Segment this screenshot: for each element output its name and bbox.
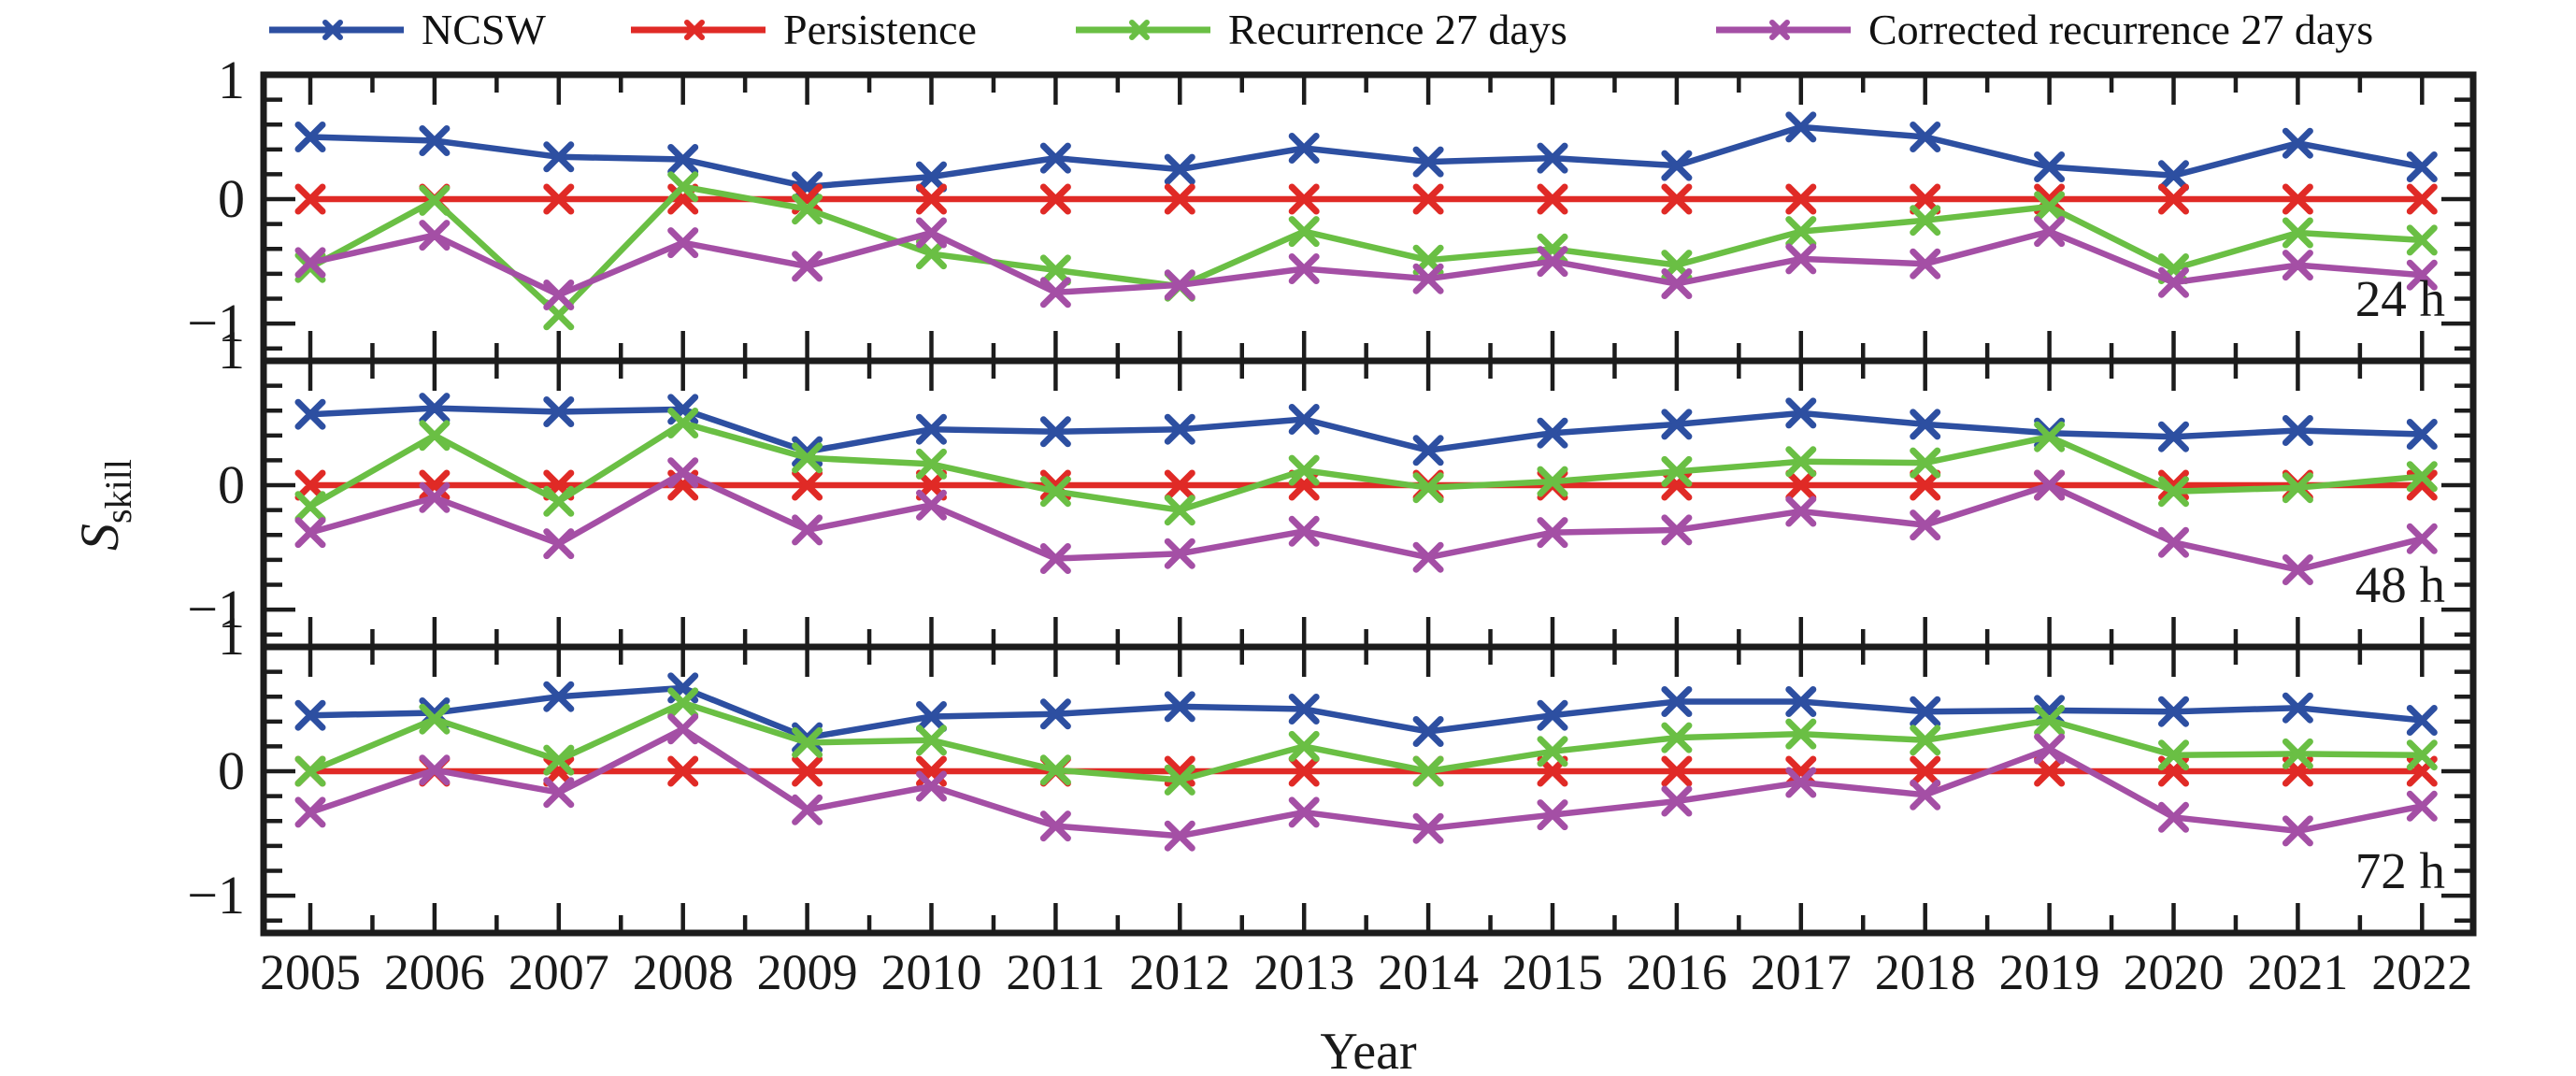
xaxis-title: Year	[1320, 1023, 1417, 1076]
legend-swatch-corrected-recurrence	[1716, 20, 1851, 40]
year-label-2012: 2012	[1129, 944, 1230, 1000]
legend-item-ncsw: NCSW	[266, 7, 546, 52]
series-line-recurrence-27-days	[308, 183, 2423, 319]
series-markers-recurrence-27-days	[294, 408, 2438, 526]
legend-label-corrected-recurrence: Corrected recurrence 27 days	[1868, 6, 2374, 53]
panel-frame	[260, 643, 2477, 937]
panel-label-72h: 72 h	[2355, 842, 2445, 899]
series-line-corrected-recurrence-27-days	[309, 469, 2424, 573]
ytick-label-0: 0	[218, 740, 245, 801]
year-label-2018: 2018	[1875, 944, 1976, 1000]
panel-ticks	[264, 647, 2473, 933]
ytick-label-1: 1	[218, 50, 245, 110]
year-label-2022: 2022	[2371, 944, 2472, 1000]
panel-frame	[260, 71, 2477, 365]
legend-swatch-persistence	[631, 20, 766, 40]
legend-label-persistence: Persistence	[783, 6, 977, 53]
ytick-label-1: 1	[218, 606, 245, 667]
panel-ticks	[264, 75, 2473, 361]
legend-swatch-recurrence	[1076, 20, 1210, 40]
ytick-label-neg1: −1	[187, 293, 245, 353]
series-markers-recurrence-27-days	[294, 687, 2438, 796]
series-markers-ncsw	[294, 111, 2438, 203]
series-markers-recurrence-27-days	[294, 171, 2438, 331]
legend-label-recurrence: Recurrence 27 days	[1228, 6, 1567, 53]
panel-frame	[260, 357, 2477, 651]
legend-item-persistence: Persistence	[628, 7, 977, 52]
year-label-2017: 2017	[1751, 944, 1852, 1000]
yaxis-title-text: Sskill	[69, 459, 139, 551]
panel-ticks	[264, 361, 2473, 647]
year-label-2011: 2011	[1006, 944, 1105, 1000]
series-line-corrected-recurrence-27-days	[309, 228, 2423, 298]
year-label-2008: 2008	[633, 944, 734, 1000]
panel-24h: 1 0 −1 24 h	[187, 50, 2477, 365]
series-line-recurrence-27-days	[308, 699, 2423, 783]
series-markers-ncsw	[294, 672, 2438, 753]
series-line-ncsw	[309, 405, 2423, 455]
series-line-ncsw	[309, 123, 2423, 190]
series-markers-corrected-recurrence-27-days	[294, 713, 2438, 852]
legend-item-corrected-recurrence: Corrected recurrence 27 days	[1713, 7, 2373, 52]
series-markers-corrected-recurrence-27-days	[294, 216, 2438, 310]
year-label-2020: 2020	[2124, 944, 2225, 1000]
ytick-label-0: 0	[218, 454, 245, 515]
series-line-corrected-recurrence-27-days	[308, 725, 2423, 839]
series-markers-corrected-recurrence-27-days	[294, 457, 2438, 585]
ytick-label-neg1: −1	[187, 579, 245, 639]
ytick-label-neg1: −1	[187, 865, 245, 925]
year-label-2007: 2007	[508, 944, 609, 1000]
year-label-2013: 2013	[1253, 944, 1354, 1000]
year-label-2015: 2015	[1502, 944, 1603, 1000]
ytick-label-0: 0	[218, 168, 245, 229]
year-label-2010: 2010	[881, 944, 982, 1000]
xaxis-year-labels: 2005 2006 2007 2008 2009 2010 2011 2012 2013 2014…	[260, 944, 2472, 1000]
year-label-2006: 2006	[384, 944, 485, 1000]
panel-label-24h: 24 h	[2355, 270, 2445, 327]
year-label-2019: 2019	[1999, 944, 2100, 1000]
year-label-2009: 2009	[757, 944, 858, 1000]
series-line-recurrence-27-days	[308, 420, 2423, 513]
legend-label-ncsw: NCSW	[422, 6, 546, 53]
year-label-2021: 2021	[2247, 944, 2348, 1000]
year-label-2005: 2005	[260, 944, 361, 1000]
panel-72h: 1 0 −1 72 h	[187, 606, 2477, 937]
ytick-label-1: 1	[218, 320, 245, 380]
series-markers-ncsw	[294, 393, 2438, 467]
year-label-2016: 2016	[1626, 944, 1727, 1000]
legend-item-recurrence: Recurrence 27 days	[1073, 7, 1567, 52]
legend-swatch-ncsw	[269, 20, 404, 40]
year-label-2014: 2014	[1378, 944, 1479, 1000]
series-line-ncsw	[309, 684, 2423, 741]
panel-label-48h: 48 h	[2355, 556, 2445, 613]
yaxis-title: Sskill	[69, 459, 139, 551]
panel-48h: 1 0 −1 48 h	[187, 320, 2477, 651]
series-markers-persistence	[294, 183, 2438, 215]
